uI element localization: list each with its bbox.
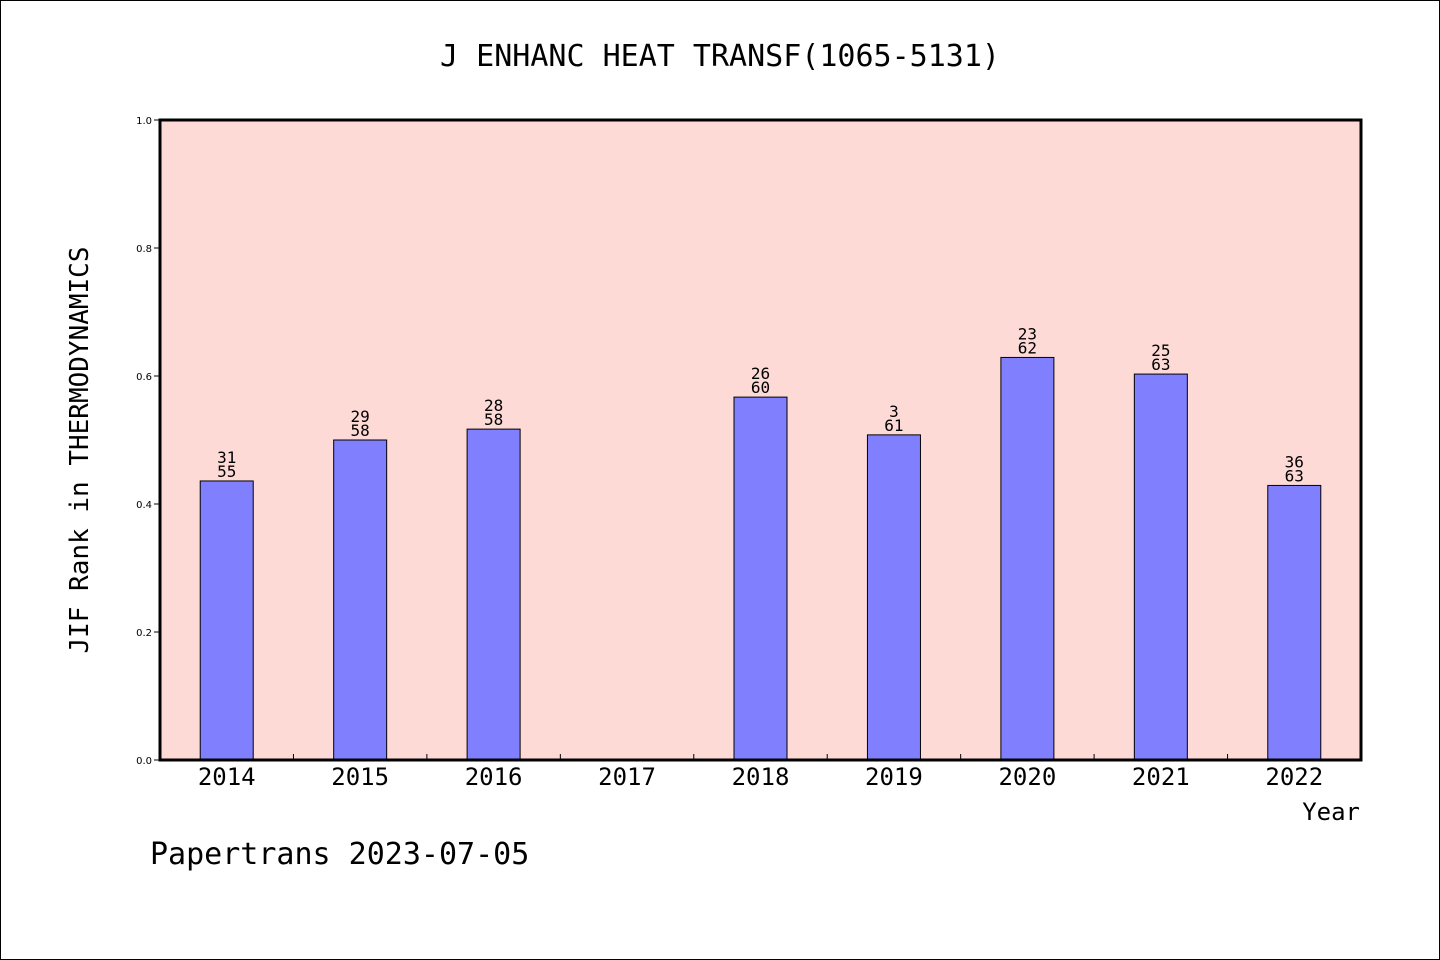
y-tick-label: 0.0 [136,756,152,767]
bar-2015 [333,439,388,761]
y-tick-label: 1.0 [136,116,152,127]
bar-rank-label-2018: 26 [751,364,770,383]
bar-total-label-2021: 63 [1151,355,1170,374]
x-axis-label: Year [1302,798,1360,826]
plot-border [158,118,1363,762]
bar-total-label-2018: 60 [751,378,770,397]
bar-rank-label-2015: 29 [351,407,370,426]
bar-rank-label-2016: 28 [484,396,503,415]
y-tick-label: 0.2 [136,628,152,639]
bar-2014 [199,480,254,761]
bar-total-label-2022: 63 [1285,466,1304,485]
bar-rank-label-2014: 31 [217,448,236,467]
x-tick-label-2021: 2021 [1132,763,1190,791]
y-tick-label: 0.4 [136,500,152,511]
x-tick-label-2018: 2018 [732,763,790,791]
x-tick-label-2019: 2019 [865,763,923,791]
footer-text: Papertrans 2023-07-05 [150,837,529,872]
bar-2020 [1000,356,1055,761]
bar-2022 [1267,484,1322,761]
bar-rank-label-2019: 3 [889,402,899,421]
bar-2018 [733,396,788,761]
y-tick-label: 0.8 [136,244,152,255]
x-tick-label-2020: 2020 [998,763,1056,791]
x-tick-label-2022: 2022 [1265,763,1323,791]
chart-title: J ENHANC HEAT TRANSF(1065-5131) [440,39,1000,74]
bar-total-label-2016: 58 [484,410,503,429]
y-axis-label: JIF Rank in THERMODYNAMICS [65,247,95,654]
x-tick-label-2014: 2014 [198,763,256,791]
bars [199,356,1322,761]
bar-rank-label-2021: 25 [1151,341,1170,360]
bar-total-label-2020: 62 [1018,338,1037,357]
bar-2021 [1133,373,1188,761]
y-tick-label: 0.6 [136,372,152,383]
x-tick-label-2015: 2015 [331,763,389,791]
x-tick-label-2017: 2017 [598,763,656,791]
bar-rank-label-2020: 23 [1018,324,1037,343]
bar-total-label-2014: 55 [217,462,236,481]
bar-2016 [466,428,521,761]
bar-total-label-2019: 61 [884,416,903,435]
bar-2019 [866,434,921,761]
x-tick-label-2016: 2016 [465,763,523,791]
x-axis: 2014 2015 2016 2017 2018 2019 2020 2021 2022 [198,754,1323,791]
bar-total-label-2015: 58 [351,421,370,440]
bar-rank-label-2022: 36 [1285,452,1304,471]
y-axis: 0.0 0.2 0.4 0.6 0.8 1.0 [136,116,160,767]
